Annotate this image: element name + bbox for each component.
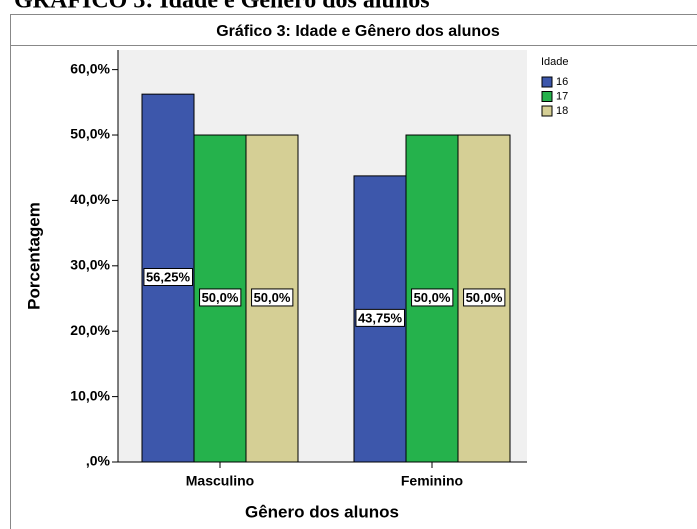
x-tick-label: Feminino xyxy=(401,473,463,489)
page-heading: GRÁFICO 3: Idade e Gênero dos alunos xyxy=(14,0,430,14)
x-axis-label: Gênero dos alunos xyxy=(245,502,399,521)
legend-swatch xyxy=(541,105,553,117)
x-tick-label: Masculino xyxy=(186,473,254,489)
chart-title: Gráfico 3: Idade e Gênero dos alunos xyxy=(216,23,500,40)
y-tick-label: 60,0% xyxy=(70,60,110,76)
value-label: 50,0% xyxy=(254,290,291,305)
value-label-box xyxy=(463,288,506,307)
y-tick-label: 10,0% xyxy=(70,387,110,403)
legend-title: Idade xyxy=(541,56,569,68)
value-label-box xyxy=(355,308,405,327)
y-tick-label: 20,0% xyxy=(70,322,110,338)
value-label: 50,0% xyxy=(466,290,503,305)
y-tick-label: 50,0% xyxy=(70,126,110,142)
value-label-box xyxy=(143,268,193,287)
legend-label: 18 xyxy=(556,105,568,117)
y-tick-label: 30,0% xyxy=(70,257,110,273)
legend-label: 16 xyxy=(556,76,568,88)
y-axis-label: Porcentagem xyxy=(24,202,43,310)
legend-label: 17 xyxy=(556,90,568,102)
value-label: 43,75% xyxy=(358,310,403,325)
value-label: 50,0% xyxy=(414,290,451,305)
y-tick-label: ,0% xyxy=(86,453,111,469)
value-label-box xyxy=(251,288,294,307)
legend-swatch xyxy=(541,76,553,88)
value-label-box xyxy=(411,288,454,307)
y-tick-label: 40,0% xyxy=(70,191,110,207)
value-label: 50,0% xyxy=(202,290,239,305)
value-label-box xyxy=(199,288,242,307)
value-label: 56,25% xyxy=(146,270,191,285)
legend-swatch xyxy=(541,91,553,102)
